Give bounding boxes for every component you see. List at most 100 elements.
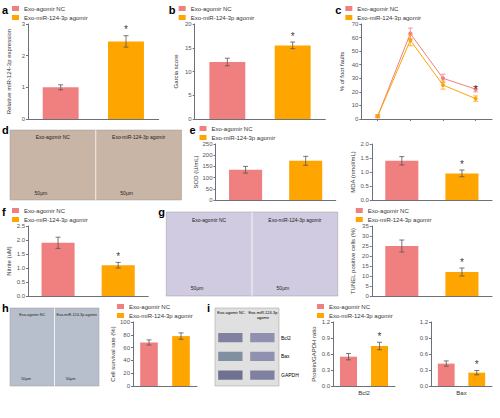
svg-text:50μm: 50μm — [35, 190, 48, 196]
svg-text:h: h — [2, 302, 9, 314]
svg-text:Exo-agomir NC: Exo-agomir NC — [368, 208, 410, 214]
svg-text:Exo-miR-124-3p agomir: Exo-miR-124-3p agomir — [368, 217, 432, 223]
svg-text:15: 15 — [185, 45, 192, 51]
svg-text:0.0: 0.0 — [322, 383, 331, 389]
svg-text:MDA (nmol/mL): MDA (nmol/mL) — [350, 151, 356, 193]
svg-text:*: * — [460, 159, 464, 170]
svg-text:150: 150 — [202, 163, 213, 169]
svg-text:Exo-agomir NC: Exo-agomir NC — [24, 6, 66, 12]
svg-text:e: e — [190, 124, 196, 136]
svg-text:b: b — [169, 4, 176, 16]
svg-text:Exo-miR-124-3p agomir: Exo-miR-124-3p agomir — [24, 15, 88, 21]
svg-text:15: 15 — [362, 263, 369, 269]
svg-text:0: 0 — [127, 383, 131, 389]
svg-text:50: 50 — [206, 186, 213, 192]
svg-text:0.0: 0.0 — [360, 197, 369, 203]
svg-text:f: f — [2, 206, 6, 218]
svg-text:Exo-miR-124-3p agomir: Exo-miR-124-3p agomir — [329, 313, 393, 319]
svg-text:50μm: 50μm — [277, 285, 290, 291]
svg-text:50μm: 50μm — [120, 190, 133, 196]
svg-text:Garcia score: Garcia score — [173, 54, 179, 89]
svg-text:0.0: 0.0 — [17, 293, 26, 299]
svg-text:1.2: 1.2 — [420, 319, 429, 325]
svg-text:Relative miR-124-3p expression: Relative miR-124-3p expression — [6, 29, 12, 114]
svg-text:10: 10 — [352, 102, 359, 108]
svg-text:50μm: 50μm — [21, 377, 31, 381]
svg-text:20: 20 — [123, 370, 130, 376]
svg-text:40: 40 — [352, 62, 359, 68]
svg-text:1.2: 1.2 — [322, 319, 331, 325]
svg-text:Cell survival rate (%): Cell survival rate (%) — [110, 326, 116, 381]
svg-text:Exo-agomir NC: Exo-agomir NC — [212, 126, 254, 132]
svg-text:0.9: 0.9 — [322, 335, 331, 341]
svg-text:c: c — [335, 4, 341, 16]
svg-text:0.3: 0.3 — [420, 367, 429, 373]
svg-text:50μm: 50μm — [66, 377, 76, 381]
svg-text:GAPDH: GAPDH — [281, 372, 299, 378]
svg-text:2: 2 — [22, 53, 26, 59]
svg-text:0.6: 0.6 — [420, 351, 429, 357]
svg-text:0.5: 0.5 — [360, 183, 369, 189]
svg-text:*: * — [116, 251, 120, 262]
svg-text:0: 0 — [365, 293, 369, 299]
svg-text:Bcl2: Bcl2 — [281, 335, 291, 341]
svg-text:0.0: 0.0 — [420, 383, 429, 389]
svg-text:5: 5 — [365, 283, 369, 289]
svg-text:i: i — [207, 302, 210, 314]
svg-text:0: 0 — [22, 116, 26, 122]
svg-text:1: 1 — [22, 84, 26, 90]
svg-text:1.5: 1.5 — [17, 251, 26, 257]
svg-text:30: 30 — [352, 75, 359, 81]
svg-text:Exo-miR-124-3p agomir: Exo-miR-124-3p agomir — [191, 15, 255, 21]
svg-text:100: 100 — [202, 175, 213, 181]
svg-text:60: 60 — [123, 345, 130, 351]
svg-text:Exo-agomir NC: Exo-agomir NC — [19, 313, 45, 317]
svg-text:Exo-miR-124-3p agomir: Exo-miR-124-3p agomir — [357, 15, 421, 21]
svg-text:Bax: Bax — [281, 353, 290, 359]
svg-text:Exo-agomir NC: Exo-agomir NC — [129, 304, 171, 310]
svg-text:Exo-agomir NC: Exo-agomir NC — [24, 208, 66, 214]
svg-text:10: 10 — [362, 273, 369, 279]
svg-text:35: 35 — [362, 223, 369, 229]
svg-text:*: * — [475, 359, 479, 370]
svg-text:Exo-miR-124-3p agomir: Exo-miR-124-3p agomir — [112, 134, 165, 140]
svg-text:50μm: 50μm — [191, 285, 204, 291]
svg-text:1.0: 1.0 — [360, 169, 369, 175]
svg-text:0.3: 0.3 — [322, 367, 331, 373]
svg-text:Protein/GAPDH ratio: Protein/GAPDH ratio — [311, 326, 317, 382]
svg-text:60: 60 — [352, 35, 359, 41]
svg-text:Bax: Bax — [456, 390, 466, 396]
svg-text:agomir: agomir — [257, 315, 270, 320]
svg-text:Exo-agomir NC: Exo-agomir NC — [217, 310, 244, 315]
svg-text:*: * — [474, 84, 478, 95]
svg-text:100: 100 — [120, 319, 131, 325]
svg-text:5: 5 — [188, 92, 192, 98]
svg-text:30: 30 — [362, 233, 369, 239]
svg-text:*: * — [460, 257, 464, 268]
svg-text:*: * — [378, 331, 382, 342]
svg-text:0: 0 — [355, 116, 359, 122]
svg-text:0.5: 0.5 — [17, 279, 26, 285]
svg-text:g: g — [158, 206, 165, 218]
svg-text:20: 20 — [352, 89, 359, 95]
svg-text:0: 0 — [209, 197, 213, 203]
svg-text:Exo-agomir NC: Exo-agomir NC — [191, 6, 233, 12]
svg-text:d: d — [2, 124, 9, 136]
svg-text:2.0: 2.0 — [17, 237, 26, 243]
svg-text:Exo-miR-124-3p agomir: Exo-miR-124-3p agomir — [268, 217, 321, 223]
svg-text:0.6: 0.6 — [322, 351, 331, 357]
svg-text:Exo-miR-124-3p agomir: Exo-miR-124-3p agomir — [212, 135, 276, 141]
svg-text:1.0: 1.0 — [17, 265, 26, 271]
svg-text:10: 10 — [185, 69, 192, 75]
svg-text:50: 50 — [352, 48, 359, 54]
svg-text:80: 80 — [123, 332, 130, 338]
svg-text:1.5: 1.5 — [360, 155, 369, 161]
svg-text:70: 70 — [352, 21, 359, 27]
svg-text:Exo-miR-124-3p agomir: Exo-miR-124-3p agomir — [24, 217, 88, 223]
svg-text:250: 250 — [202, 141, 213, 147]
svg-text:200: 200 — [202, 152, 213, 158]
svg-text:*: * — [124, 24, 128, 35]
svg-text:0: 0 — [188, 116, 192, 122]
svg-text:2.0: 2.0 — [360, 141, 369, 147]
svg-text:20: 20 — [362, 253, 369, 259]
